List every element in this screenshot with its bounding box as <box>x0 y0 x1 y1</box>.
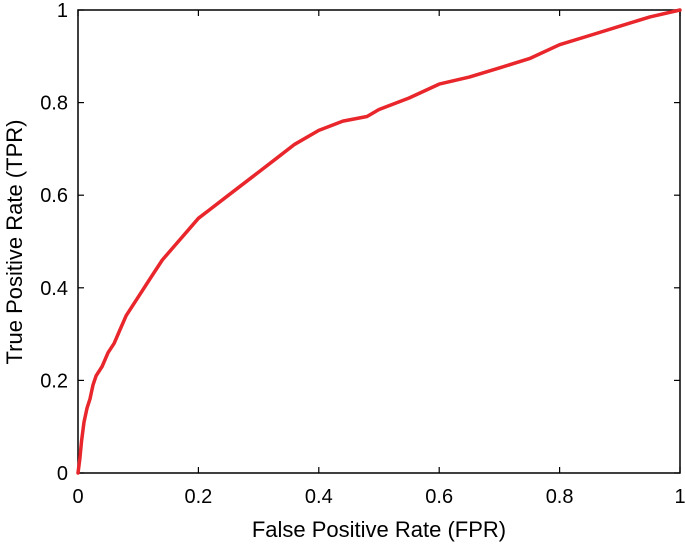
x-axis-label: False Positive Rate (FPR) <box>252 517 506 542</box>
tick-labels: 0 0.2 0.4 0.6 0.8 1 0 0.2 0.4 0.6 0.8 1 <box>40 0 685 508</box>
y-tick-label: 0.6 <box>40 185 68 207</box>
y-tick-label: 1 <box>57 0 68 22</box>
y-tick-label: 0 <box>57 463 68 485</box>
roc-curve <box>76 8 682 475</box>
x-tick-label: 0.4 <box>305 486 333 508</box>
x-tick-label: 0.2 <box>184 486 212 508</box>
y-tick-label: 0.2 <box>40 370 68 392</box>
x-tick-label: 0.8 <box>546 486 574 508</box>
x-tick-label: 0.6 <box>425 486 453 508</box>
y-tick-label: 0.8 <box>40 93 68 115</box>
y-tick-label: 0.4 <box>40 278 68 300</box>
plot-frame <box>77 9 681 474</box>
y-axis-label: True Positive Rate (TPR) <box>2 120 27 365</box>
x-tick-label: 0 <box>72 486 83 508</box>
x-tick-label: 1 <box>674 486 685 508</box>
